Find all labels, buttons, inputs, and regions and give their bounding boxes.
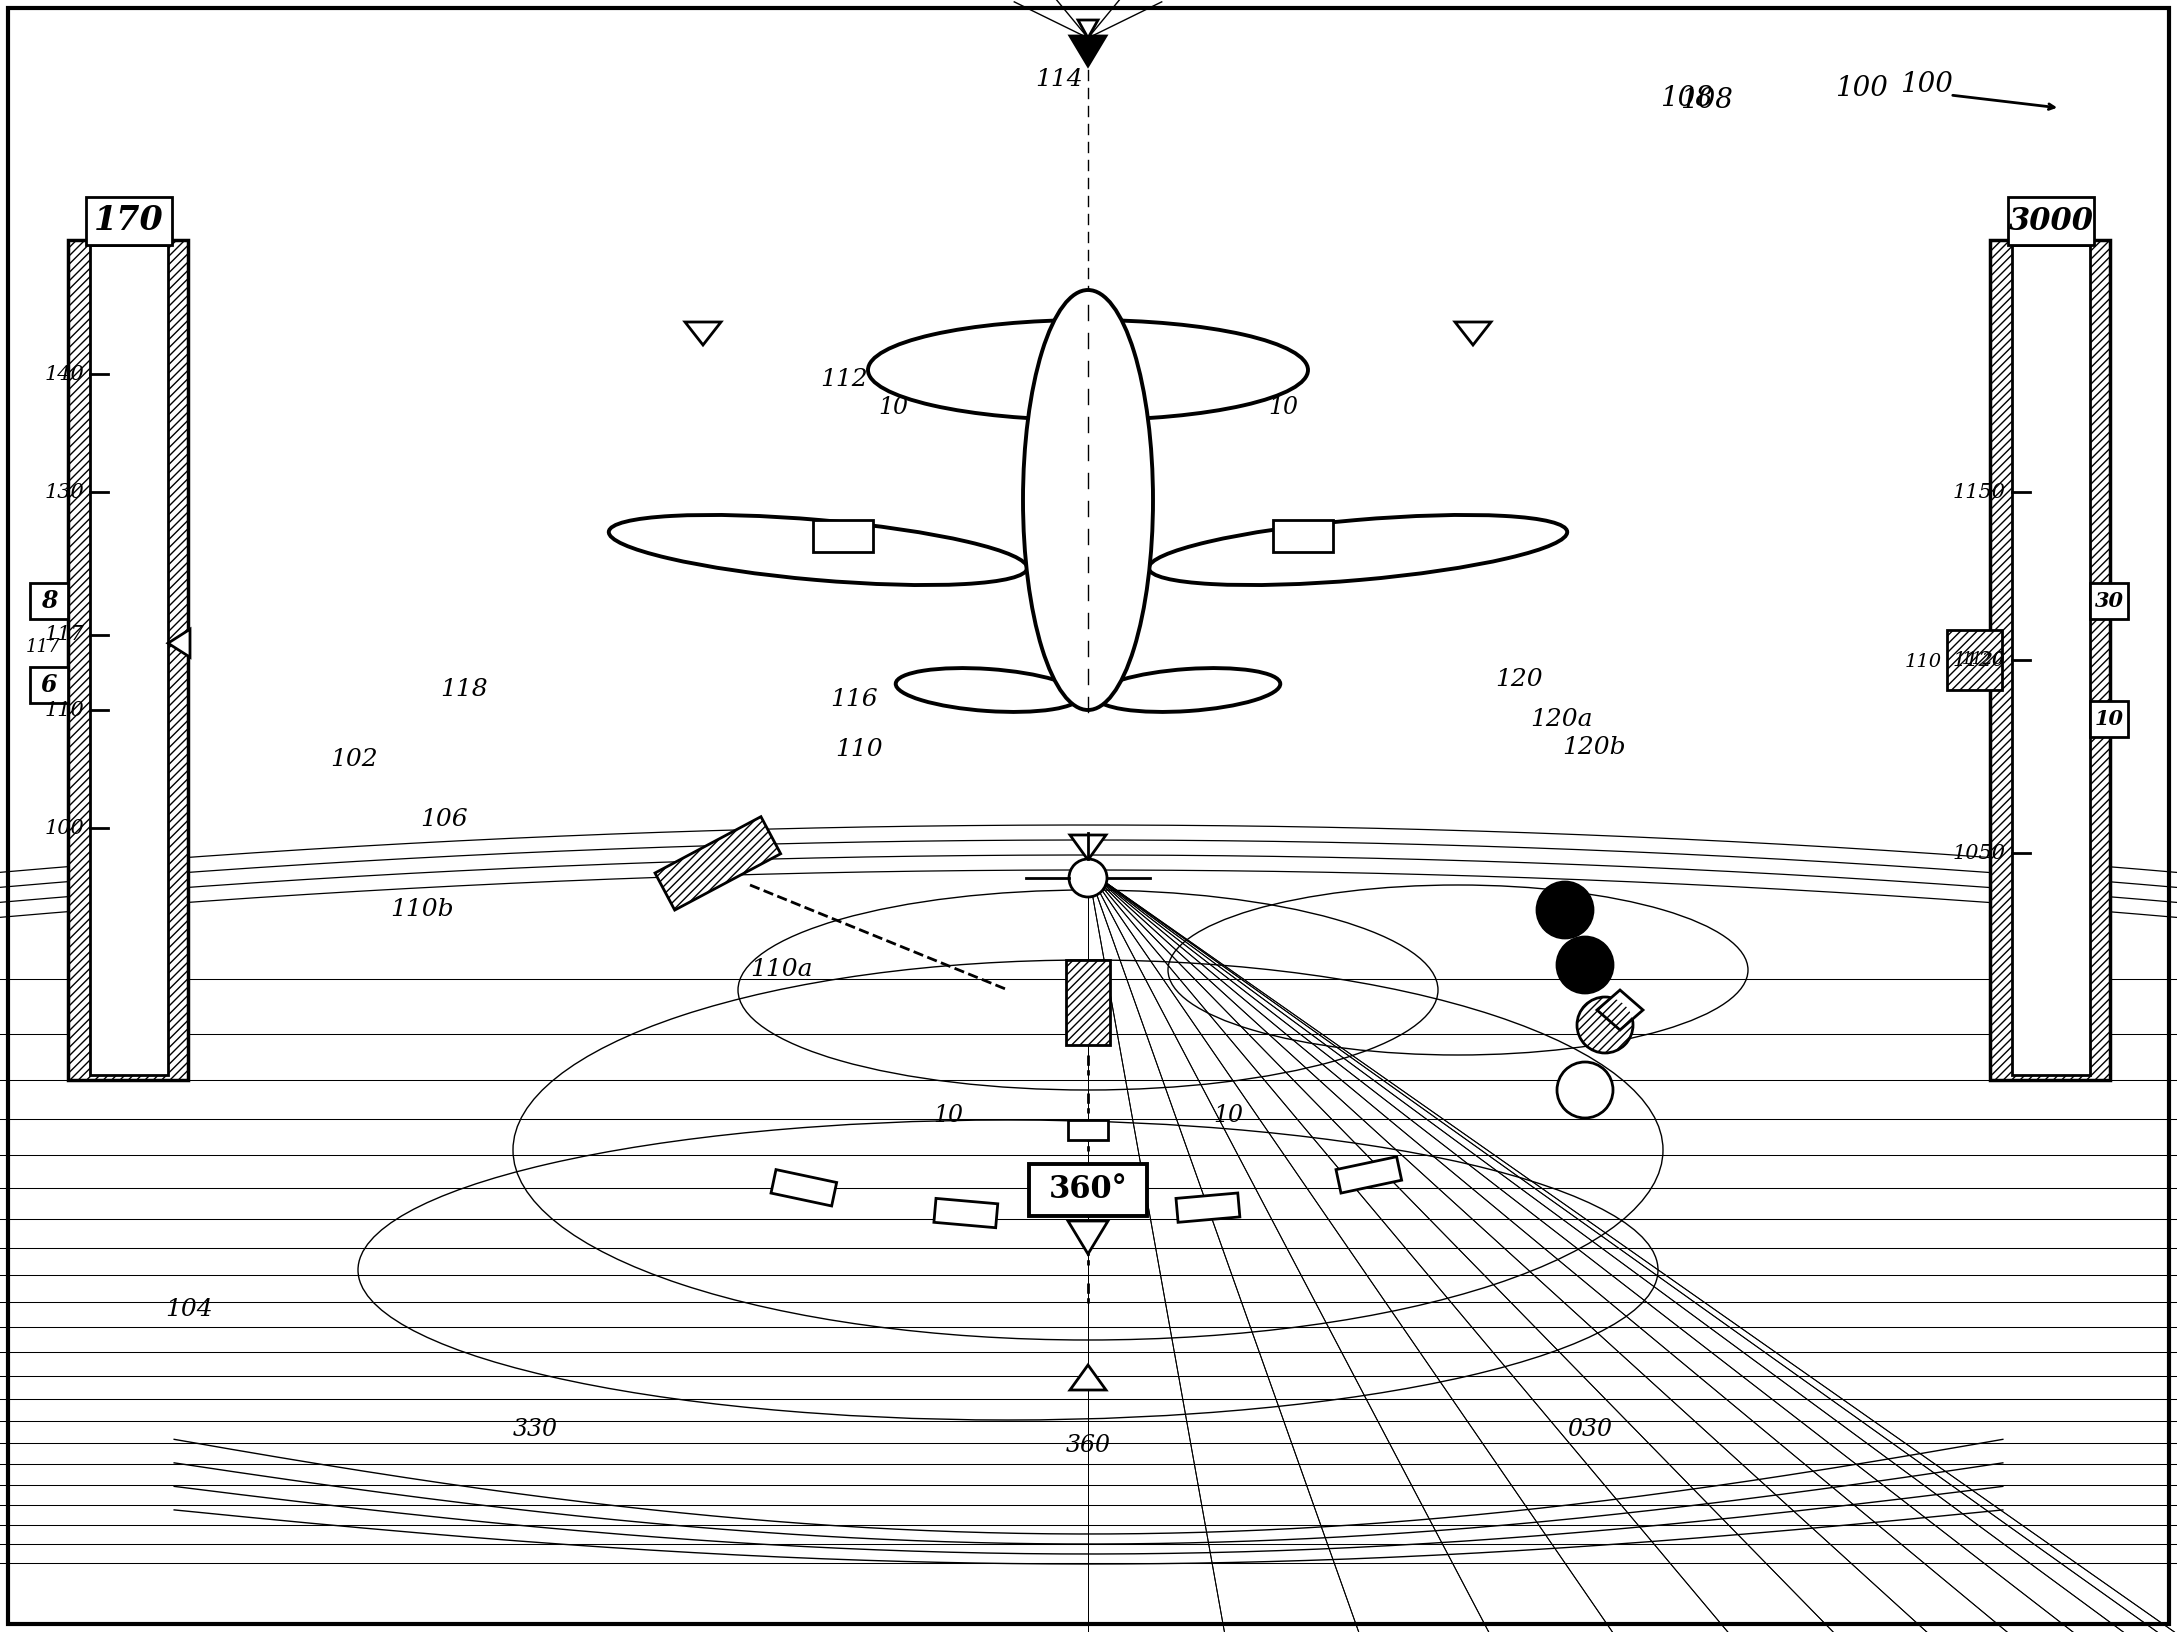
Text: 8: 8 (41, 589, 57, 614)
Bar (655, 816, 782, 911)
Bar (1946, 630, 2003, 690)
Bar (1176, 1193, 1241, 1222)
Text: 104: 104 (165, 1299, 213, 1322)
Text: 110b: 110b (390, 899, 453, 922)
Text: 110: 110 (1905, 653, 1942, 671)
Bar (1274, 521, 1332, 552)
Bar (1990, 240, 2110, 1080)
Bar (1030, 1164, 1147, 1216)
Bar (2012, 245, 2090, 1075)
Text: 100: 100 (44, 819, 85, 837)
Text: 10: 10 (877, 397, 908, 419)
Text: 110: 110 (44, 700, 85, 720)
Ellipse shape (610, 516, 1028, 584)
Text: 1120: 1120 (1961, 651, 2005, 669)
Ellipse shape (1069, 858, 1106, 898)
Polygon shape (1071, 36, 1106, 65)
Bar (934, 1198, 997, 1227)
Bar (812, 521, 873, 552)
FancyBboxPatch shape (30, 667, 67, 703)
Bar (1337, 1157, 1402, 1193)
Text: 3000: 3000 (2009, 206, 2094, 237)
Bar (771, 1170, 836, 1206)
Text: 114: 114 (1034, 69, 1082, 91)
Ellipse shape (1023, 290, 1154, 710)
Text: 120b: 120b (1563, 736, 1626, 759)
Bar (1990, 240, 2110, 1080)
Text: 117: 117 (26, 638, 61, 656)
Bar (1067, 960, 1110, 1044)
Text: 102: 102 (331, 749, 377, 772)
Text: 100: 100 (1835, 75, 1887, 101)
Text: 108: 108 (1661, 85, 1713, 111)
Ellipse shape (1557, 937, 1613, 992)
Text: 330: 330 (512, 1418, 557, 1441)
Polygon shape (168, 630, 189, 658)
FancyBboxPatch shape (2090, 583, 2127, 619)
Bar (89, 245, 168, 1075)
Text: 1050: 1050 (1953, 844, 2005, 863)
Text: 100: 100 (1901, 72, 1953, 98)
Text: 140: 140 (44, 366, 85, 384)
Bar (67, 240, 187, 1080)
Text: 30: 30 (2094, 591, 2123, 612)
Text: 10: 10 (934, 1103, 962, 1126)
Text: 1150: 1150 (1953, 483, 2005, 501)
Polygon shape (686, 322, 721, 344)
Polygon shape (1598, 991, 1644, 1030)
Ellipse shape (895, 667, 1080, 712)
Text: 108: 108 (1681, 86, 1733, 114)
Text: 120: 120 (1496, 669, 1543, 692)
Ellipse shape (1557, 1062, 1613, 1118)
Bar (2007, 197, 2094, 245)
Text: 110: 110 (836, 739, 882, 762)
Text: 360°: 360° (1049, 1175, 1128, 1206)
Ellipse shape (1149, 516, 1567, 584)
Bar (67, 240, 187, 1080)
Text: 170: 170 (94, 204, 163, 238)
Text: 130: 130 (44, 483, 85, 501)
Text: 116: 116 (829, 689, 877, 712)
Text: 6: 6 (41, 674, 57, 697)
Text: 10: 10 (2094, 708, 2123, 730)
Text: 10: 10 (1267, 397, 1297, 419)
Bar (1069, 1170, 1108, 1190)
Text: 030: 030 (1567, 1418, 1613, 1441)
FancyBboxPatch shape (2090, 700, 2127, 736)
Text: 1120: 1120 (1953, 651, 2005, 669)
Ellipse shape (1576, 997, 1633, 1053)
Bar (87, 197, 172, 245)
Polygon shape (1071, 1364, 1106, 1390)
Text: 118: 118 (440, 679, 488, 702)
Bar (1946, 630, 2003, 690)
Polygon shape (1454, 322, 1491, 344)
Text: 112: 112 (821, 369, 869, 392)
Ellipse shape (1095, 667, 1280, 712)
Polygon shape (1078, 20, 1097, 38)
Ellipse shape (869, 320, 1308, 419)
Text: 360: 360 (1065, 1433, 1110, 1456)
Polygon shape (1069, 1221, 1108, 1253)
Text: 110a: 110a (751, 958, 812, 981)
Bar (1069, 1120, 1108, 1141)
Text: 10: 10 (1213, 1103, 1243, 1126)
FancyBboxPatch shape (30, 583, 67, 619)
Text: 106: 106 (420, 808, 468, 831)
Ellipse shape (1537, 881, 1594, 938)
Text: 117: 117 (44, 625, 85, 645)
Text: 120a: 120a (1530, 708, 1594, 731)
Polygon shape (1071, 836, 1106, 860)
